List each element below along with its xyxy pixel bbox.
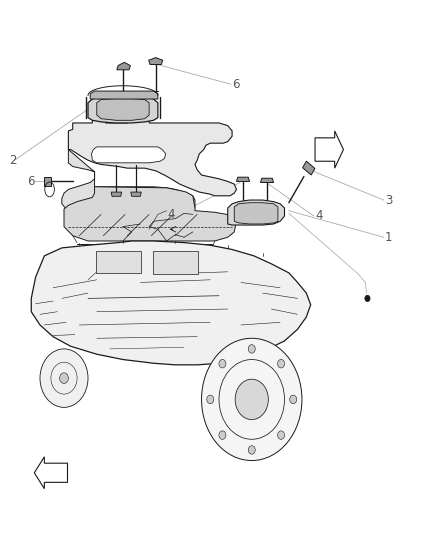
Circle shape bbox=[248, 345, 255, 353]
FancyBboxPatch shape bbox=[152, 251, 198, 274]
Text: FWD: FWD bbox=[317, 147, 333, 152]
Text: 5: 5 bbox=[98, 111, 106, 124]
Circle shape bbox=[219, 431, 226, 439]
Text: 3: 3 bbox=[385, 193, 392, 207]
Polygon shape bbox=[68, 99, 237, 196]
Circle shape bbox=[248, 446, 255, 454]
Circle shape bbox=[278, 359, 285, 368]
Polygon shape bbox=[315, 131, 343, 168]
Circle shape bbox=[40, 349, 88, 407]
Polygon shape bbox=[92, 147, 166, 163]
Circle shape bbox=[201, 338, 302, 461]
Text: 2: 2 bbox=[10, 154, 17, 167]
Circle shape bbox=[60, 373, 68, 383]
Circle shape bbox=[219, 359, 226, 368]
Polygon shape bbox=[62, 150, 195, 219]
Polygon shape bbox=[237, 177, 250, 181]
Polygon shape bbox=[88, 95, 158, 123]
Text: 1: 1 bbox=[385, 231, 392, 244]
Circle shape bbox=[207, 395, 214, 403]
Polygon shape bbox=[261, 178, 274, 182]
Circle shape bbox=[290, 395, 297, 403]
Text: 6: 6 bbox=[27, 175, 35, 188]
Polygon shape bbox=[64, 187, 236, 241]
Text: FWD: FWD bbox=[49, 470, 64, 475]
Polygon shape bbox=[90, 91, 158, 99]
Text: 4: 4 bbox=[315, 209, 322, 222]
Polygon shape bbox=[303, 161, 315, 175]
Circle shape bbox=[235, 379, 268, 419]
Polygon shape bbox=[34, 457, 67, 489]
Polygon shape bbox=[149, 58, 162, 64]
Polygon shape bbox=[111, 192, 122, 196]
Polygon shape bbox=[44, 177, 51, 185]
Text: 6: 6 bbox=[232, 78, 240, 91]
Circle shape bbox=[278, 431, 285, 439]
Polygon shape bbox=[228, 200, 285, 225]
Polygon shape bbox=[31, 241, 311, 365]
Polygon shape bbox=[234, 203, 278, 224]
Circle shape bbox=[365, 295, 370, 302]
Polygon shape bbox=[117, 62, 131, 70]
FancyBboxPatch shape bbox=[96, 251, 141, 273]
Polygon shape bbox=[131, 192, 141, 196]
Polygon shape bbox=[97, 99, 149, 120]
Text: 4: 4 bbox=[168, 208, 175, 221]
